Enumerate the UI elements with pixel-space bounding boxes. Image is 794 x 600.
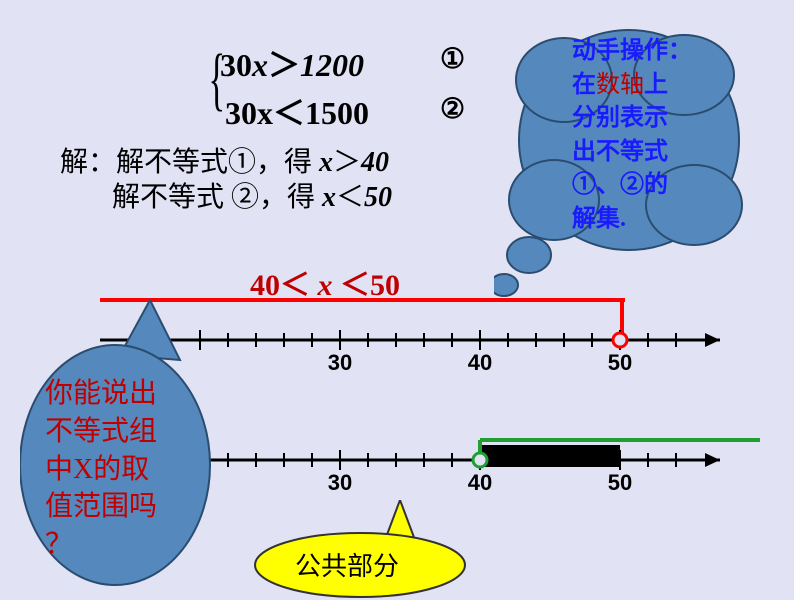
tick-label: 50 <box>608 470 632 496</box>
tick-label: 30 <box>328 350 352 376</box>
range-label: 40＜ x ＜50 <box>250 260 400 304</box>
tick-label: 30 <box>328 470 352 496</box>
yellow-callout-text: 公共部分 <box>295 546 399 583</box>
tick-label: 50 <box>608 350 632 376</box>
circle-2: ② <box>440 92 465 126</box>
tick-label: 40 <box>468 350 492 376</box>
circle-1: ① <box>440 42 465 76</box>
tick-label: 40 <box>468 470 492 496</box>
speech-text: 你能说出 不等式组 中X的取 值范围吗 ？ <box>45 375 195 564</box>
solution-line-2: 解不等式 ②，得 x＜50 <box>112 175 392 215</box>
cloud-text: 动手操作： 在数轴上 分别表示 出不等式 ①、②的 解集. <box>572 35 732 237</box>
solution-line-1: 解：解不等式①，得 x＞40 <box>60 140 389 180</box>
equation-1: 30x＞1200 <box>220 40 364 86</box>
equation-2: 30x＜1500 <box>225 88 369 134</box>
